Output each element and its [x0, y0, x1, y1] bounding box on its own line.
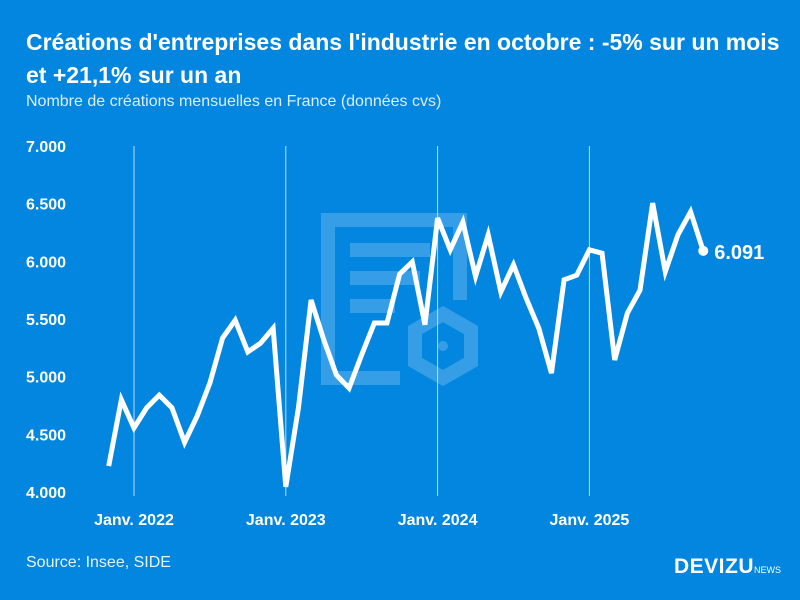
- y-tick-label: 4.500: [26, 427, 66, 444]
- y-tick-label: 5.000: [26, 370, 66, 387]
- x-tick-label: Janv. 2023: [246, 512, 326, 529]
- x-tick-label: Janv. 2024: [398, 512, 478, 529]
- x-tick-label: Janv. 2025: [550, 512, 630, 529]
- y-tick-label: 6.000: [26, 254, 66, 271]
- chart-title: Créations d'entreprises dans l'industrie…: [26, 29, 780, 88]
- logo: DEVIZUNEWS: [674, 555, 781, 579]
- y-tick-label: 7.000: [26, 139, 66, 156]
- last-point-marker: [698, 245, 709, 256]
- x-tick-label: Janv. 2022: [94, 512, 174, 529]
- last-value-label: 6.091: [714, 242, 764, 264]
- series-line: [106, 202, 706, 488]
- logo-sub: NEWS: [754, 565, 782, 575]
- source-note: Source: Insee, SIDE: [26, 554, 171, 571]
- y-tick-label: 6.500: [26, 197, 66, 214]
- logo-main: DEVIZU: [674, 555, 755, 578]
- y-tick-label: 4.000: [26, 485, 66, 502]
- chart-subtitle: Nombre de créations mensuelles en France…: [26, 93, 442, 110]
- y-tick-label: 5.500: [26, 312, 66, 329]
